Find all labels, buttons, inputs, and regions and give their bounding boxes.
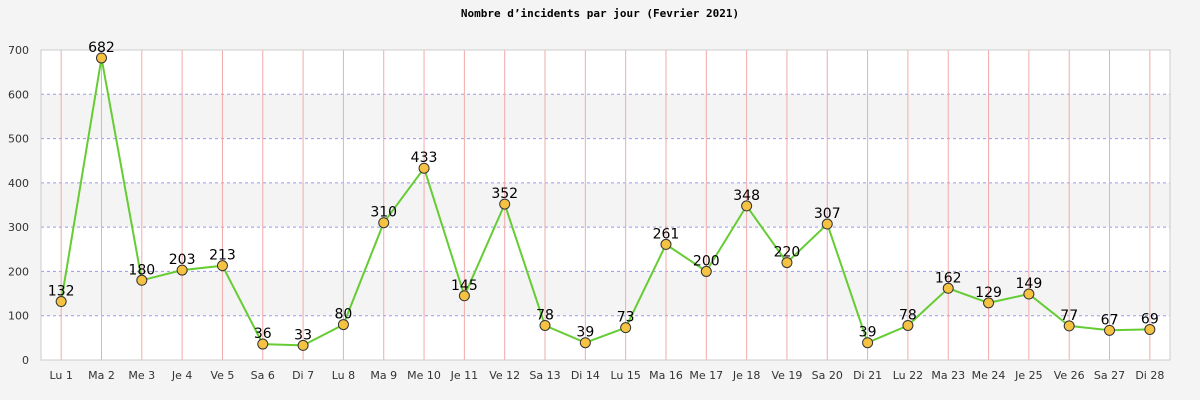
x-tick-label: Di 21	[853, 369, 882, 382]
data-point	[499, 198, 511, 210]
data-label: 78	[899, 307, 917, 323]
data-label: 203	[169, 252, 196, 268]
x-tick-label: Me 10	[407, 369, 441, 382]
x-tick-label: Di 28	[1135, 369, 1164, 382]
data-point	[176, 264, 188, 276]
data-label: 307	[814, 206, 841, 222]
data-point	[700, 265, 712, 277]
grid-band	[41, 182, 1170, 228]
x-tick-label: Ve 19	[771, 369, 802, 382]
y-tick-label: 400	[8, 177, 29, 190]
data-point	[337, 319, 349, 331]
data-label: 73	[617, 310, 635, 326]
data-point	[942, 282, 954, 294]
data-point	[297, 339, 309, 351]
data-point	[862, 337, 874, 349]
series-line	[60, 57, 1150, 347]
data-label: 352	[491, 186, 518, 202]
y-tick-label: 300	[8, 221, 29, 234]
data-label: 33	[294, 327, 312, 343]
plot-frame	[40, 49, 1171, 361]
data-point	[55, 296, 67, 308]
data-point	[458, 290, 470, 302]
x-tick-label: Sa 6	[251, 369, 275, 382]
data-point	[216, 260, 228, 272]
x-tick-label: Ma 16	[649, 369, 683, 382]
data-label: 132	[48, 284, 75, 300]
data-label: 77	[1060, 308, 1078, 324]
data-point	[95, 52, 107, 64]
x-tick-label: Me 17	[689, 369, 723, 382]
data-label: 67	[1101, 312, 1119, 328]
data-label: 39	[859, 325, 877, 341]
data-label: 149	[1016, 276, 1043, 292]
y-tick-label: 100	[8, 310, 29, 323]
data-label: 200	[693, 253, 720, 269]
data-label: 80	[334, 307, 352, 323]
data-point	[136, 274, 148, 286]
y-tick-label: 0	[22, 354, 29, 367]
data-label: 145	[451, 278, 478, 294]
data-point	[1023, 288, 1035, 300]
data-point	[821, 218, 833, 230]
data-point	[1063, 320, 1075, 332]
x-tick-label: Ve 26	[1054, 369, 1085, 382]
data-label: 39	[576, 325, 594, 341]
x-tick-label: Ve 5	[210, 369, 234, 382]
x-tick-label: Sa 20	[812, 369, 843, 382]
data-point	[1104, 324, 1116, 336]
data-label: 129	[975, 285, 1002, 301]
data-point	[418, 162, 430, 174]
data-label: 348	[733, 188, 760, 204]
data-label: 162	[935, 270, 962, 286]
x-tick-label: Lu 1	[49, 369, 72, 382]
data-point	[539, 319, 551, 331]
chart-title: Nombre d’incidents par jour (Fevrier 202…	[461, 7, 739, 20]
data-label: 261	[653, 226, 680, 242]
data-label: 180	[128, 262, 155, 278]
x-tick-label: Sa 27	[1094, 369, 1125, 382]
x-tick-label: Sa 13	[529, 369, 560, 382]
x-tick-label: Me 24	[972, 369, 1006, 382]
data-point	[620, 322, 632, 334]
x-tick-label: Lu 15	[610, 369, 640, 382]
data-label: 433	[411, 150, 438, 166]
y-tick-label: 500	[8, 133, 29, 146]
data-point	[741, 200, 753, 212]
data-point	[1144, 323, 1156, 335]
data-label: 36	[254, 326, 272, 342]
x-tick-label: Lu 8	[332, 369, 355, 382]
x-tick-label: Ma 2	[88, 369, 115, 382]
x-tick-label: Di 7	[292, 369, 314, 382]
x-tick-label: Me 3	[128, 369, 155, 382]
data-label: 213	[209, 248, 236, 264]
y-tick-label: 200	[8, 265, 29, 278]
data-point	[781, 257, 793, 269]
x-tick-label: Ve 12	[489, 369, 520, 382]
x-tick-label: Je 25	[1014, 369, 1043, 382]
data-point	[983, 297, 995, 309]
x-tick-label: Ma 9	[370, 369, 397, 382]
data-point	[579, 337, 591, 349]
data-point	[902, 319, 914, 331]
plot-area: 0 100 200 300 400 500 600 700 Lu 1 Ma 2 Me 3 Je 4 Ve…	[8, 40, 1171, 382]
x-tick-label: Lu 22	[893, 369, 923, 382]
data-label: 78	[536, 307, 554, 323]
x-tick-label: Ma 23	[931, 369, 965, 382]
grid-band	[41, 94, 1170, 139]
data-label: 69	[1141, 311, 1159, 327]
y-tick-label: 600	[8, 88, 29, 101]
data-point	[257, 338, 269, 350]
data-point	[378, 217, 390, 229]
x-tick-label: Je 11	[450, 369, 479, 382]
x-tick-label: Je 18	[732, 369, 761, 382]
data-label: 682	[88, 40, 115, 56]
data-label: 220	[774, 245, 801, 261]
data-label: 310	[370, 205, 397, 221]
x-tick-label: Di 14	[571, 369, 600, 382]
y-tick-label: 700	[8, 44, 29, 57]
x-tick-label: Je 4	[171, 369, 193, 382]
data-point	[660, 238, 672, 250]
